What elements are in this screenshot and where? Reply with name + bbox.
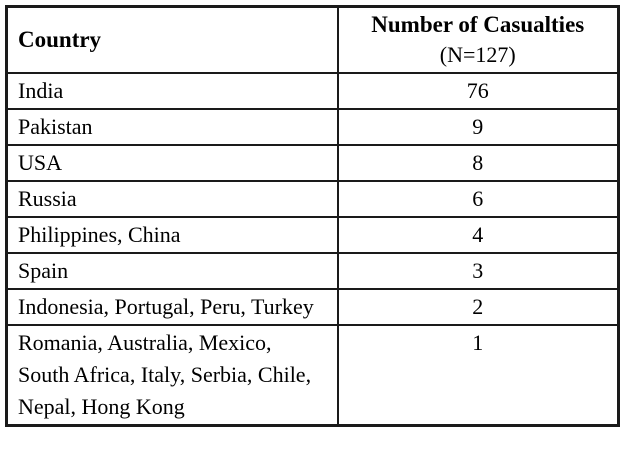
country-cell: Philippines, China [5, 216, 339, 254]
table-body: India 76 Pakistan 9 USA 8 Russia 6 Phili… [5, 72, 620, 427]
table-row: Philippines, China 4 [5, 216, 620, 254]
table-header: Country Number of Casualties (N=127) [5, 5, 620, 74]
country-cell: India [5, 72, 339, 110]
casualties-cell: 1 [336, 324, 620, 427]
country-cell: Spain [5, 252, 339, 290]
table-row: Spain 3 [5, 252, 620, 290]
casualties-cell: 8 [336, 144, 620, 182]
country-cell: Pakistan [5, 108, 339, 146]
casualties-cell: 2 [336, 288, 620, 326]
casualties-cell: 4 [336, 216, 620, 254]
country-cell: USA [5, 144, 339, 182]
country-cell: Russia [5, 180, 339, 218]
table-row: Romania, Australia, Mexico, South Africa… [5, 324, 620, 427]
casualties-column-header: Number of Casualties (N=127) [336, 5, 620, 74]
country-cell: Romania, Australia, Mexico, South Africa… [5, 324, 339, 427]
header-row: Country Number of Casualties (N=127) [5, 5, 620, 74]
casualties-header-title: Number of Casualties [371, 12, 585, 37]
table-row: India 76 [5, 72, 620, 110]
table-row: Pakistan 9 [5, 108, 620, 146]
country-column-header: Country [5, 5, 339, 74]
table-row: Russia 6 [5, 180, 620, 218]
table-row: USA 8 [5, 144, 620, 182]
country-cell: Indonesia, Portugal, Peru, Turkey [5, 288, 339, 326]
casualties-cell: 76 [336, 72, 620, 110]
casualties-header-subtitle: (N=127) [439, 42, 516, 67]
table-row: Indonesia, Portugal, Peru, Turkey 2 [5, 288, 620, 326]
casualties-table: Country Number of Casualties (N=127) Ind… [5, 5, 620, 427]
casualties-cell: 6 [336, 180, 620, 218]
casualties-cell: 9 [336, 108, 620, 146]
casualties-cell: 3 [336, 252, 620, 290]
